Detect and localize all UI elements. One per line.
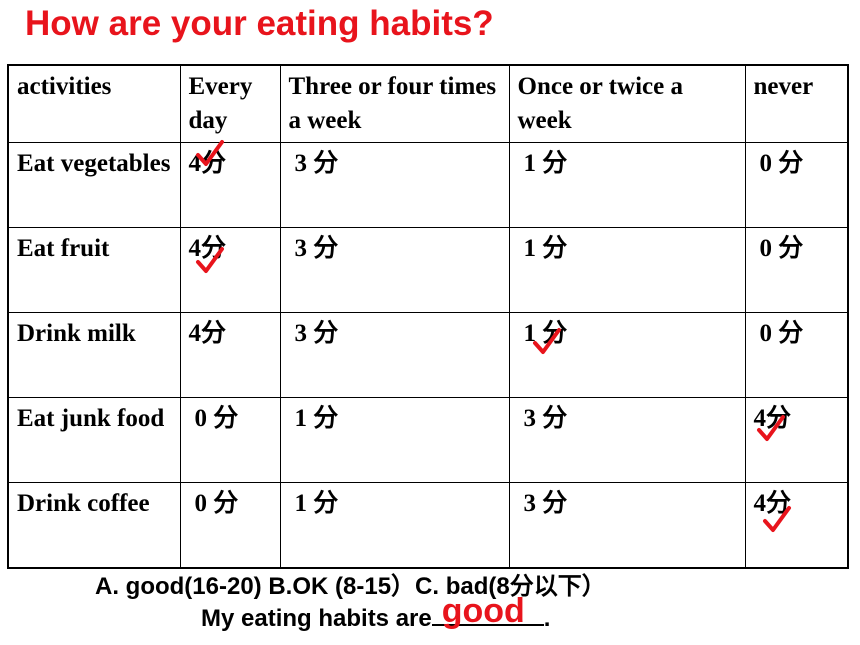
table-row: Drink milk 4分 3 分 1 分 0 分 [7, 312, 849, 398]
score-value: 1 分 [294, 490, 339, 517]
score-cell: 1 分 [508, 142, 746, 228]
result-sentence: My eating habits are good. [201, 592, 551, 633]
score-cell: 0 分 [179, 397, 281, 483]
score-cell: 4分 [744, 397, 849, 483]
scoring-scale: A. good(16-20) B.OK (8-15）C. bad(8分以下） [95, 573, 606, 600]
score-value: 0 分 [194, 490, 239, 517]
activity-label: Eat fruit [7, 227, 181, 313]
column-header-never: never [744, 64, 849, 143]
score-cell: 1 分 [508, 312, 746, 398]
score-value: 1 分 [294, 405, 339, 432]
score-cell: 0 分 [744, 312, 849, 398]
score-value: 4分 [188, 150, 227, 177]
result-suffix: . [543, 605, 551, 632]
table-row: Eat vegetables 4分 3 分 1 分 0 分 [7, 140, 849, 228]
score-value: 3 分 [523, 490, 568, 517]
score-cell: 0 分 [744, 142, 849, 228]
score-cell: 0 分 [744, 227, 849, 313]
column-header-once-or-twice: Once or twice a week [508, 64, 746, 143]
activity-label: Eat junk food [7, 397, 181, 483]
score-cell: 4分 [179, 312, 281, 398]
column-header-activities: activities [7, 64, 181, 143]
activity-label: Drink coffee [7, 482, 181, 569]
score-value: 4分 [753, 405, 792, 432]
table-header-row: activities Every day Three or four times… [7, 64, 849, 143]
score-value: 3 分 [294, 320, 339, 347]
score-value: 4分 [188, 235, 227, 262]
score-cell: 0 分 [179, 482, 281, 569]
score-value: 1 分 [523, 320, 568, 347]
score-cell: 1 分 [279, 482, 510, 569]
score-value: 1 分 [523, 235, 568, 262]
score-value: 0 分 [759, 235, 804, 262]
score-value: 3 分 [294, 150, 339, 177]
score-cell: 3 分 [279, 227, 510, 313]
score-value: 3 分 [523, 405, 568, 432]
score-cell: 4分 [179, 227, 281, 313]
score-value: 4分 [753, 490, 792, 517]
score-value: 4分 [188, 320, 227, 347]
score-cell: 3 分 [279, 312, 510, 398]
result-prefix: My eating habits are [201, 605, 432, 632]
activity-label: Drink milk [7, 312, 181, 398]
score-cell: 4分 [744, 482, 849, 569]
table-row: Eat fruit 4分 3 分 1 分 0 分 [7, 227, 849, 313]
score-value: 0 分 [759, 150, 804, 177]
score-value: 1 分 [523, 150, 568, 177]
score-value: 3 分 [294, 235, 339, 262]
answer-blank: good [431, 592, 544, 630]
page-title: How are your eating habits? [25, 4, 494, 43]
score-cell: 3 分 [508, 482, 746, 569]
table-row: Drink coffee 0 分 1 分 3 分 4分 [7, 482, 849, 569]
activity-label: Eat vegetables [7, 142, 181, 228]
answer-text: good [441, 592, 525, 630]
table-row: Eat junk food 0 分 1 分 3 分 4分 [7, 397, 849, 483]
column-header-every-day: Every day [179, 64, 281, 143]
score-value: 0 分 [194, 405, 239, 432]
score-cell: 1 分 [508, 227, 746, 313]
eating-habits-table: activities Every day Three or four times… [7, 64, 849, 569]
score-cell: 3 分 [508, 397, 746, 483]
score-cell: 3 分 [279, 142, 510, 228]
score-cell: 4分 [179, 140, 281, 228]
column-header-three-or-four: Three or four times a week [279, 64, 510, 143]
score-cell: 1 分 [279, 397, 510, 483]
score-value: 0 分 [759, 320, 804, 347]
